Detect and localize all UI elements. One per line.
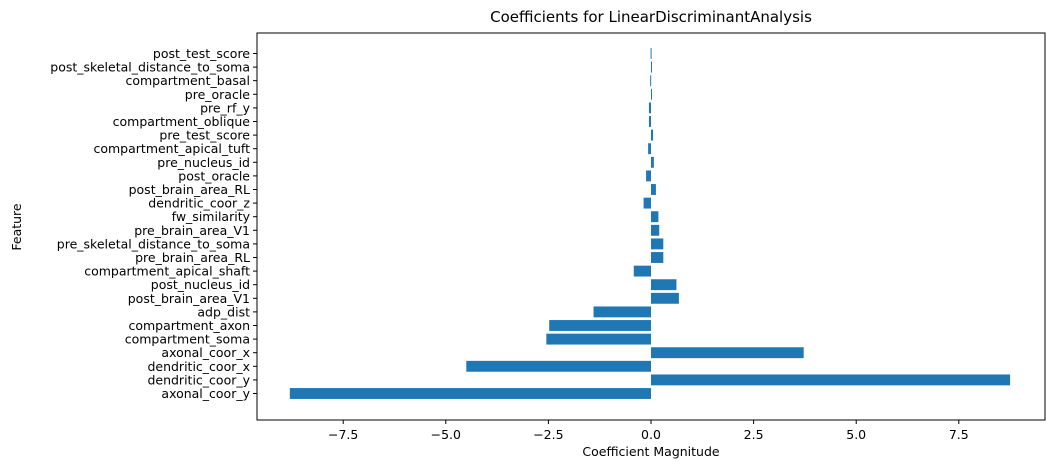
y-tick-label: post_nucleus_id bbox=[151, 277, 250, 292]
y-tick-label: post_skeletal_distance_to_soma bbox=[50, 60, 250, 75]
bar-axonal-coor-y bbox=[289, 388, 651, 399]
x-axis-label: Coefficient Magnitude bbox=[582, 444, 720, 459]
bar-pre-nucleus-id bbox=[651, 156, 654, 168]
bars-group bbox=[289, 48, 1011, 399]
bar-compartment-soma bbox=[546, 333, 651, 345]
bar-compartment-oblique bbox=[648, 116, 651, 127]
bar-compartment-axon bbox=[549, 320, 651, 331]
y-tick-label: dendritic_coor_y bbox=[147, 372, 250, 387]
bar-adp-dist bbox=[593, 306, 651, 318]
bar-pre-brain-area-V1 bbox=[651, 224, 660, 236]
y-tick-label: compartment_basal bbox=[125, 73, 250, 88]
x-tick-label: −5.0 bbox=[431, 427, 461, 442]
y-axis-label: Feature bbox=[9, 203, 24, 251]
x-tick-label: 5.0 bbox=[846, 427, 866, 442]
x-axis: −7.5 −5.0 −2.5 0.0 2.5 5.0 7.5 bbox=[328, 420, 969, 442]
bar-post-brain-area-RL bbox=[651, 184, 656, 195]
y-tick-label: pre_test_score bbox=[159, 128, 250, 143]
y-tick-label: adp_dist bbox=[197, 304, 250, 319]
x-tick-label: −2.5 bbox=[533, 427, 563, 442]
bar-post-oracle bbox=[646, 170, 651, 182]
y-tick-label: fw_similarity bbox=[172, 209, 251, 224]
bar-compartment-basal bbox=[650, 75, 652, 87]
y-tick-label: compartment_apical_tuft bbox=[93, 141, 250, 156]
y-tick-label: post_oracle bbox=[178, 168, 250, 183]
y-tick-label: post_test_score bbox=[153, 46, 250, 61]
bar-fw-similarity bbox=[651, 211, 659, 223]
bar-dendritic-coor-y bbox=[651, 374, 1011, 386]
bar-post-brain-area-V1 bbox=[651, 292, 679, 304]
bar-post-test-score bbox=[650, 48, 652, 59]
y-tick-label: post_brain_area_V1 bbox=[128, 291, 250, 306]
bar-pre-rf-y bbox=[648, 102, 651, 114]
bar-pre-test-score bbox=[651, 129, 654, 141]
y-tick-label: compartment_soma bbox=[125, 332, 250, 347]
chart-title: Coefficients for LinearDiscriminantAnaly… bbox=[490, 8, 812, 26]
bar-pre-brain-area-RL bbox=[651, 252, 664, 263]
y-tick-label: axonal_coor_x bbox=[161, 345, 250, 360]
x-tick-label: 2.5 bbox=[744, 427, 764, 442]
bar-compartment-apical-tuft bbox=[648, 143, 651, 155]
bar-dendritic-coor-x bbox=[466, 360, 651, 372]
y-tick-label: pre_rf_y bbox=[200, 100, 251, 115]
y-tick-label: pre_brain_area_RL bbox=[135, 250, 250, 265]
y-tick-label: pre_oracle bbox=[185, 87, 251, 102]
y-tick-label: axonal_coor_y bbox=[161, 386, 250, 401]
y-tick-label: pre_skeletal_distance_to_soma bbox=[57, 236, 250, 251]
x-tick-label: 7.5 bbox=[949, 427, 969, 442]
y-axis: axonal_coor_ydendritic_coor_ydendritic_c… bbox=[50, 46, 257, 401]
bar-pre-oracle bbox=[651, 88, 652, 100]
y-tick-label: dendritic_coor_x bbox=[147, 359, 250, 374]
y-tick-label: pre_brain_area_V1 bbox=[134, 223, 250, 238]
bar-dendritic-coor-z bbox=[643, 197, 651, 209]
y-tick-label: compartment_apical_shaft bbox=[84, 264, 250, 279]
y-tick-label: dendritic_coor_z bbox=[148, 196, 250, 211]
x-tick-label: 0.0 bbox=[641, 427, 661, 442]
y-tick-label: compartment_oblique bbox=[113, 114, 251, 129]
y-tick-label: pre_nucleus_id bbox=[157, 155, 250, 170]
bar-post-skeletal-distance-to-soma bbox=[651, 61, 652, 73]
bar-pre-skeletal-distance-to-soma bbox=[651, 238, 664, 250]
y-tick-label: post_brain_area_RL bbox=[129, 182, 250, 197]
y-tick-label: compartment_axon bbox=[128, 318, 250, 333]
bar-axonal-coor-x bbox=[651, 347, 804, 359]
x-tick-label: −7.5 bbox=[328, 427, 358, 442]
bar-post-nucleus-id bbox=[651, 279, 677, 291]
bar-compartment-apical-shaft bbox=[633, 265, 651, 277]
